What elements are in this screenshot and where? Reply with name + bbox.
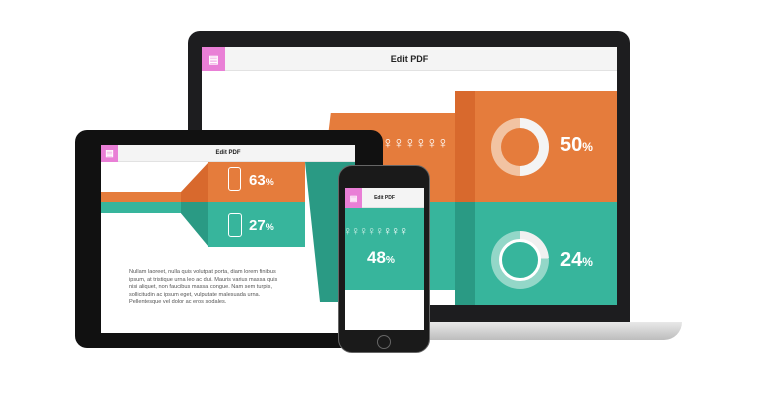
donut-chart-50 xyxy=(491,118,549,176)
home-button[interactable] xyxy=(377,335,391,349)
stat-48: 48% xyxy=(367,248,395,267)
phone-screen: ▤ Edit PDF ♀♀♀♀♀♀♀♀ 48% xyxy=(345,188,424,330)
app-title: Edit PDF xyxy=(374,194,395,201)
app-header: ▤ Edit PDF xyxy=(202,47,617,71)
layout-icon[interactable]: ▤ xyxy=(101,145,118,162)
layout-icon[interactable]: ▤ xyxy=(345,188,362,208)
tablet-screen: ▤ Edit PDF 63% 27% Nullam laoreet, nulla… xyxy=(101,145,355,333)
smartphone-icon xyxy=(228,167,241,191)
app-header: ▤ Edit PDF xyxy=(345,188,424,208)
app-header: ▤ Edit PDF xyxy=(101,145,355,162)
stat-63: 63% xyxy=(249,172,274,189)
people-icons: ♀♀♀♀♀♀♀♀ xyxy=(345,224,408,238)
stat-50: 50% xyxy=(560,134,593,156)
people-icons: ♀♀♀♀♀♀ xyxy=(382,135,449,152)
app-title: Edit PDF xyxy=(390,53,429,64)
stat-27: 27% xyxy=(249,217,274,234)
stat-24: 24% xyxy=(560,249,593,271)
body-paragraph: Nullam laoreet, nulla quis volutpat port… xyxy=(129,269,278,306)
donut-chart-24 xyxy=(491,231,549,289)
media-player-icon xyxy=(228,213,242,237)
layout-icon[interactable]: ▤ xyxy=(202,47,225,71)
app-title: Edit PDF xyxy=(215,150,241,156)
